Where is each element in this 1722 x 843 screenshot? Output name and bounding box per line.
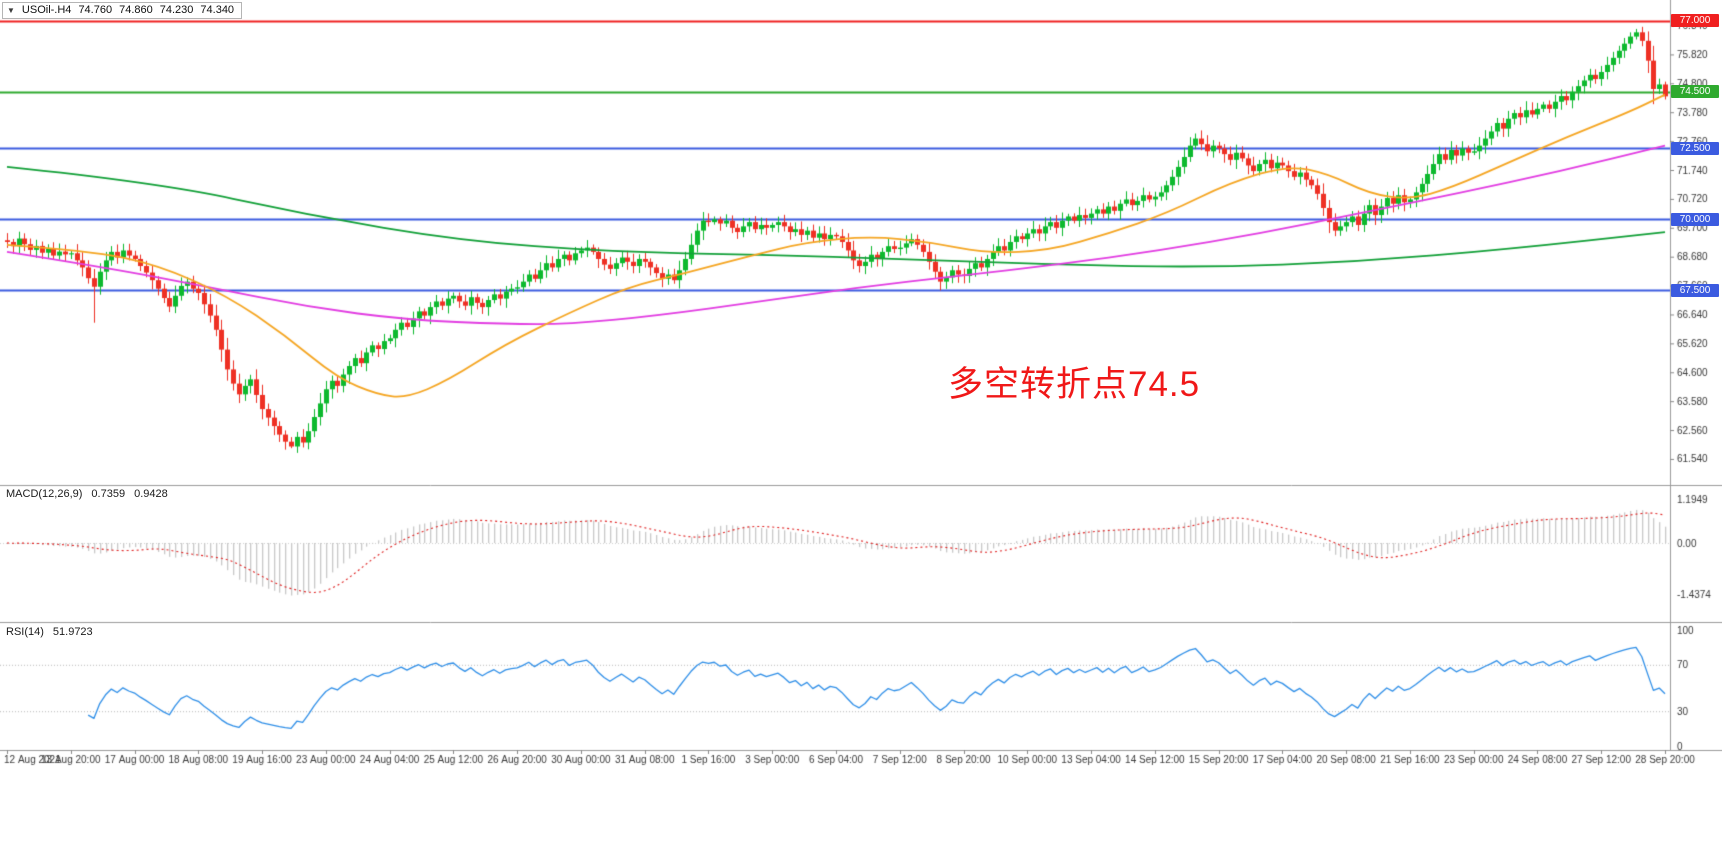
price-badge-72.500: 72.500 (1671, 141, 1719, 155)
open-price-value: 74.760 (78, 4, 113, 16)
rsi-name: RSI(14) (6, 626, 44, 638)
chart-info-bar: ▼ USOil-.H4 74.760 74.860 74.230 74.340 (2, 2, 243, 19)
low-price-value: 74.230 (159, 4, 194, 16)
macd-signal-value: 0.9428 (134, 488, 168, 500)
price-badge-67.500: 67.500 (1671, 283, 1719, 297)
macd-indicator-label: MACD(12,26,9) 0.7359 0.9428 (6, 488, 168, 500)
high-price-value: 74.860 (119, 4, 153, 16)
symbol-timeframe-label: USOil-.H4 (21, 4, 72, 16)
one-click-trading-arrow-icon[interactable]: ▼ (7, 5, 15, 15)
price-badge-70.000: 70.000 (1671, 212, 1719, 226)
close-price-value: 74.340 (200, 4, 235, 16)
chart-annotation-text[interactable]: 多空转折点74.5 (948, 365, 1201, 404)
price-badge-77.000: 77.000 (1671, 14, 1719, 28)
macd-name: MACD(12,26,9) (6, 488, 83, 500)
macd-main-value: 0.7359 (91, 488, 126, 500)
rsi-indicator-label: RSI(14) 51.9723 (6, 626, 93, 638)
price-badge-74.500: 74.500 (1671, 85, 1719, 99)
rsi-value: 51.9723 (52, 626, 93, 638)
